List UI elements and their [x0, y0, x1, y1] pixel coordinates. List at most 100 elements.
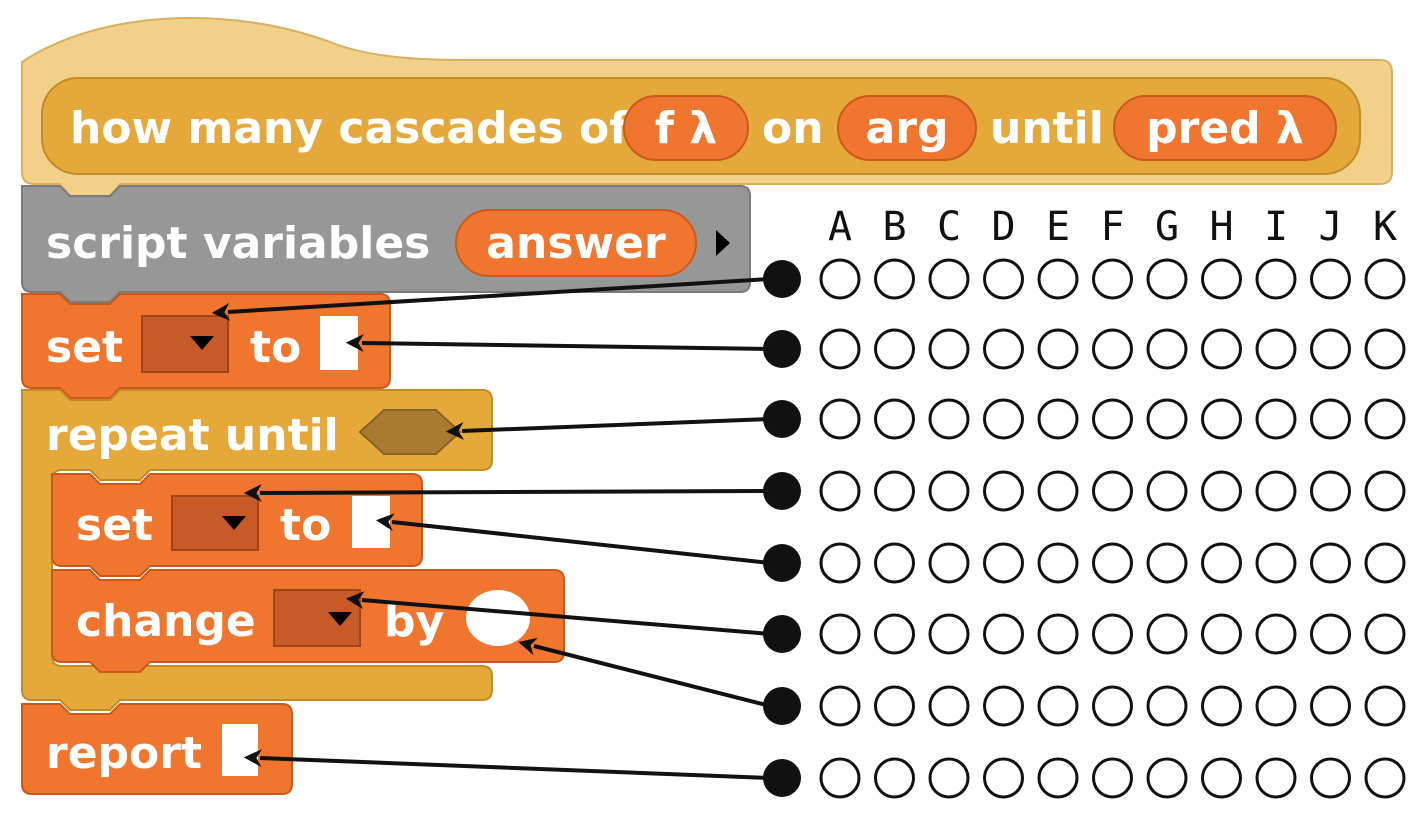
answer-bubble-a[interactable]	[819, 258, 861, 300]
answer-bubble-a[interactable]	[819, 613, 861, 655]
value-slot-1[interactable]	[320, 316, 358, 370]
answer-bubble-f[interactable]	[1092, 470, 1133, 512]
answer-bubble-i[interactable]	[1255, 757, 1297, 799]
answer-bubble-k[interactable]	[1364, 470, 1406, 512]
answer-bubble-b[interactable]	[874, 685, 915, 727]
answer-bubble-f[interactable]	[1092, 258, 1133, 300]
answer-bubble-k[interactable]	[1364, 258, 1406, 300]
answer-bubble-a[interactable]	[819, 398, 861, 440]
answer-bubble-g[interactable]	[1146, 470, 1188, 512]
answer-bubble-j[interactable]	[1310, 685, 1351, 727]
answer-bubble-d[interactable]	[983, 398, 1024, 440]
answer-bubble-h[interactable]	[1201, 757, 1242, 799]
answer-bubble-c[interactable]	[928, 470, 970, 512]
answer-bubble-f[interactable]	[1092, 757, 1133, 799]
answer-bubble-d[interactable]	[983, 258, 1024, 300]
answer-bubble-f[interactable]	[1092, 685, 1133, 727]
answer-bubble-h[interactable]	[1201, 685, 1242, 727]
answer-bubble-f[interactable]	[1092, 328, 1133, 370]
answer-bubble-d[interactable]	[983, 613, 1024, 655]
param-arg[interactable]: arg	[837, 95, 977, 161]
answer-bubble-c[interactable]	[928, 685, 970, 727]
answer-bubble-d[interactable]	[983, 757, 1024, 799]
answer-bubble-j[interactable]	[1310, 328, 1351, 370]
answer-bubble-c[interactable]	[928, 258, 970, 300]
var-dropdown-3[interactable]	[273, 589, 361, 647]
answer-bubble-c[interactable]	[928, 757, 970, 799]
answer-bubble-e[interactable]	[1037, 470, 1079, 512]
answer-bubble-j[interactable]	[1310, 398, 1351, 440]
answer-bubble-j[interactable]	[1310, 470, 1351, 512]
var-dropdown-2[interactable]	[171, 495, 259, 551]
answer-bubble-a[interactable]	[819, 542, 861, 584]
answer-bubble-b[interactable]	[874, 398, 915, 440]
answer-bubble-b[interactable]	[874, 542, 915, 584]
answer-bubble-e[interactable]	[1037, 613, 1079, 655]
answer-bubble-e[interactable]	[1037, 398, 1079, 440]
answer-bubble-i[interactable]	[1255, 328, 1297, 370]
answer-bubble-g[interactable]	[1146, 685, 1188, 727]
hat-block[interactable]: how many cascades of f λ on arg until pr…	[21, 16, 1393, 197]
answer-bubble-f[interactable]	[1092, 398, 1133, 440]
answer-bubble-h[interactable]	[1201, 542, 1242, 584]
answer-bubble-k[interactable]	[1364, 685, 1406, 727]
answer-bubble-g[interactable]	[1146, 328, 1188, 370]
param-pred-lambda[interactable]: pred λ	[1113, 95, 1337, 161]
answer-bubble-j[interactable]	[1310, 613, 1351, 655]
answer-bubble-a[interactable]	[819, 757, 861, 799]
var-answer[interactable]: answer	[455, 209, 697, 277]
answer-bubble-a[interactable]	[819, 685, 861, 727]
script-variables-block[interactable]: script variables answer	[21, 185, 751, 303]
answer-bubble-c[interactable]	[928, 613, 970, 655]
answer-bubble-e[interactable]	[1037, 258, 1079, 300]
answer-bubble-e[interactable]	[1037, 542, 1079, 584]
answer-bubble-j[interactable]	[1310, 757, 1351, 799]
value-slot-2[interactable]	[352, 496, 390, 548]
answer-bubble-d[interactable]	[983, 470, 1024, 512]
right-triangle-icon[interactable]	[716, 230, 730, 256]
answer-bubble-g[interactable]	[1146, 542, 1188, 584]
answer-bubble-b[interactable]	[874, 258, 915, 300]
answer-bubble-g[interactable]	[1146, 757, 1188, 799]
answer-bubble-g[interactable]	[1146, 398, 1188, 440]
answer-bubble-i[interactable]	[1255, 258, 1297, 300]
answer-bubble-h[interactable]	[1201, 328, 1242, 370]
answer-bubble-b[interactable]	[874, 328, 915, 370]
answer-bubble-e[interactable]	[1037, 328, 1079, 370]
answer-bubble-k[interactable]	[1364, 398, 1406, 440]
answer-bubble-g[interactable]	[1146, 258, 1188, 300]
answer-bubble-b[interactable]	[874, 470, 915, 512]
answer-bubble-c[interactable]	[928, 328, 970, 370]
var-dropdown-1[interactable]	[141, 315, 229, 373]
answer-bubble-h[interactable]	[1201, 613, 1242, 655]
answer-bubble-i[interactable]	[1255, 470, 1297, 512]
set-block-1[interactable]: set to	[21, 293, 391, 399]
answer-bubble-k[interactable]	[1364, 542, 1406, 584]
answer-bubble-d[interactable]	[983, 685, 1024, 727]
change-block[interactable]: change by	[51, 569, 565, 673]
param-f-lambda[interactable]: f λ	[623, 95, 749, 161]
numeric-slot[interactable]	[466, 590, 530, 646]
answer-bubble-a[interactable]	[819, 328, 861, 370]
answer-bubble-e[interactable]	[1037, 685, 1079, 727]
answer-bubble-e[interactable]	[1037, 757, 1079, 799]
answer-bubble-a[interactable]	[819, 470, 861, 512]
set-block-2[interactable]: set to	[51, 473, 423, 577]
answer-bubble-c[interactable]	[928, 542, 970, 584]
answer-bubble-i[interactable]	[1255, 613, 1297, 655]
answer-bubble-k[interactable]	[1364, 613, 1406, 655]
answer-bubble-j[interactable]	[1310, 542, 1351, 584]
answer-bubble-k[interactable]	[1364, 328, 1406, 370]
answer-bubble-f[interactable]	[1092, 613, 1133, 655]
answer-bubble-c[interactable]	[928, 398, 970, 440]
answer-bubble-k[interactable]	[1364, 757, 1406, 799]
report-block[interactable]: report	[21, 703, 293, 795]
answer-bubble-i[interactable]	[1255, 398, 1297, 440]
answer-bubble-g[interactable]	[1146, 613, 1188, 655]
report-slot[interactable]	[222, 724, 258, 776]
answer-bubble-b[interactable]	[874, 757, 915, 799]
answer-bubble-f[interactable]	[1092, 542, 1133, 584]
answer-bubble-h[interactable]	[1201, 470, 1242, 512]
repeat-until-block[interactable]: repeat until	[21, 389, 493, 711]
answer-bubble-j[interactable]	[1310, 258, 1351, 300]
